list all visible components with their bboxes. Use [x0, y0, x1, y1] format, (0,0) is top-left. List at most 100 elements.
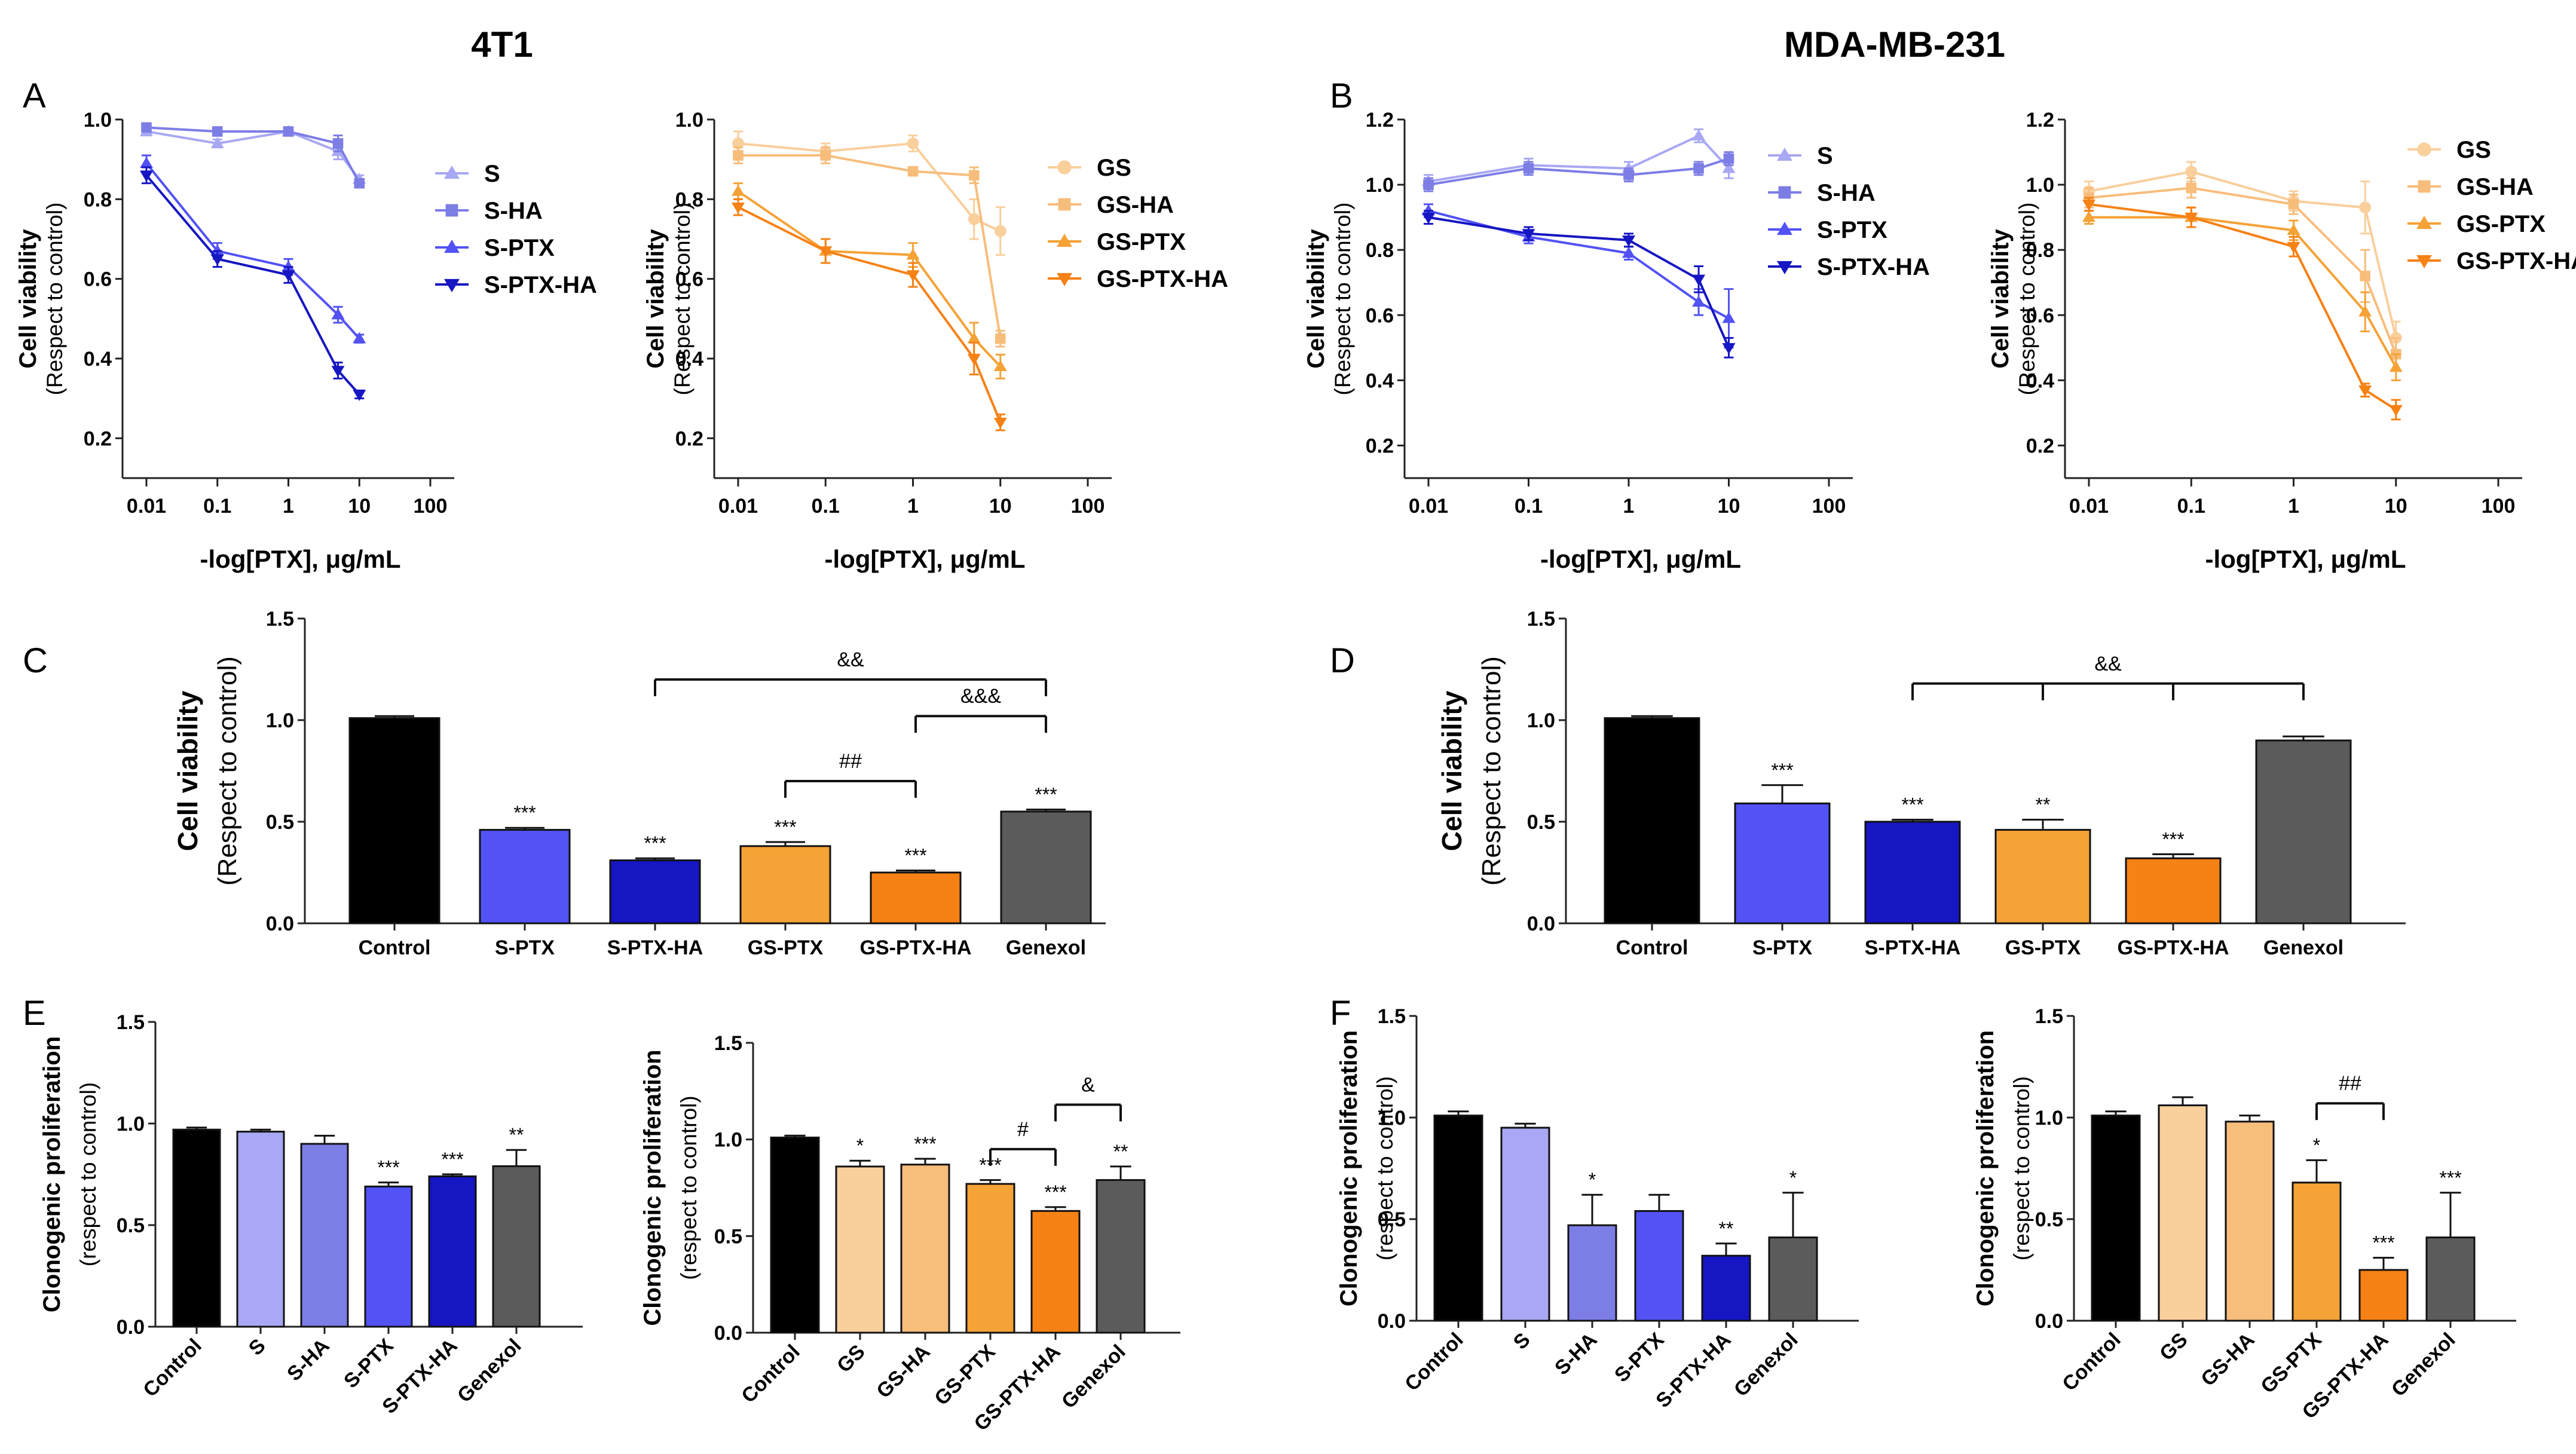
legend-label-gs-ptx: GS-PTX	[2456, 211, 2546, 237]
y-tick-label: 1.0	[714, 1129, 742, 1152]
bar-s-ptx	[1734, 802, 1831, 925]
x-tick-label: 0.01	[1409, 495, 1448, 518]
series-line-s-ptx	[145, 163, 360, 339]
legend-marker	[1777, 261, 1792, 274]
bracket-label: ##	[839, 750, 862, 773]
bar-control	[348, 717, 440, 925]
data-point-gs-ptx	[732, 185, 745, 196]
bar-gs-ptx-ha	[1030, 1210, 1081, 1334]
significance-label: ***	[2372, 1232, 2394, 1254]
data-point-gs-ptx-ha	[2287, 242, 2300, 253]
bracket-label: ##	[2339, 1072, 2361, 1095]
x-tick-label: Genexol	[453, 1334, 526, 1407]
x-tick-label: S-PTX-HA	[607, 936, 703, 959]
data-point-s-ptx	[140, 157, 153, 169]
legend-marker	[2418, 180, 2431, 193]
data-point-s-ptx-ha	[1422, 212, 1435, 224]
data-point-s-ptx-ha	[140, 170, 153, 182]
x-axis-title: -log[PTX], μg/mL	[2205, 545, 2406, 573]
bar-gs-ptx-ha	[2358, 1269, 2409, 1322]
data-point-s-ptx-ha	[1722, 343, 1736, 354]
bar-s-ptx-ha	[428, 1175, 477, 1328]
x-tick-label: GS-HA	[2196, 1329, 2259, 1391]
data-point-s-ptx-ha	[1622, 235, 1635, 247]
data-point-gs-ptx-ha	[2358, 385, 2372, 397]
data-point-gs-ptx	[2287, 224, 2300, 235]
data-point-gs-ptx	[993, 360, 1007, 372]
data-point-gs	[2359, 201, 2372, 214]
bar-control	[2091, 1115, 2141, 1322]
y-axis-subtitle: (respect to control)	[677, 1095, 701, 1279]
series-line-gs-ha	[2088, 186, 2397, 355]
y-tick-label: 1.5	[266, 608, 294, 630]
data-point-s	[1692, 129, 1706, 140]
bar-s-ptx-ha	[609, 859, 701, 925]
significance-label: **	[1113, 1141, 1128, 1162]
x-tick-label: S	[1509, 1329, 1535, 1354]
bracket-label: &	[1081, 1073, 1095, 1096]
series-line-s	[146, 130, 360, 180]
legend-label-s-ptx: S-PTX	[484, 235, 555, 261]
data-point-gs-ptx	[967, 332, 981, 344]
y-tick-label: 1.5	[117, 1011, 145, 1034]
x-tick-label: 10	[989, 495, 1012, 518]
x-tick-label: Control	[1400, 1329, 1467, 1395]
y-axis-subtitle: (Respect to control)	[42, 203, 67, 396]
y-axis-title: Cell viability	[643, 229, 669, 369]
bar-gs	[835, 1165, 885, 1334]
y-tick-label: 1.0	[2026, 174, 2054, 197]
legend-marker	[1778, 186, 1791, 199]
y-tick-label: 0.8	[1366, 239, 1394, 262]
significance-label: ***	[377, 1157, 399, 1178]
x-axis-title: -log[PTX], μg/mL	[1540, 545, 1741, 573]
x-tick-label: 0.1	[1515, 495, 1543, 518]
bar-gs-ptx-ha	[870, 871, 962, 925]
data-point-gs-ha	[733, 150, 744, 161]
y-axis-title: Cell viability	[1987, 229, 2014, 369]
significance-label: *	[2313, 1134, 2320, 1156]
y-tick-label: 0.2	[1366, 434, 1394, 457]
data-point-s-ha	[1693, 163, 1704, 174]
bar-gs-ptx	[965, 1183, 1015, 1334]
bar-genexol	[2425, 1236, 2476, 1322]
bar-s-ptx-ha	[1701, 1254, 1751, 1322]
panel-letter: E	[23, 994, 46, 1033]
legend-label-gs-ptx-ha: GS-PTX-HA	[2456, 248, 2576, 274]
x-tick-label: Genexol	[2263, 936, 2344, 959]
significance-label: **	[1719, 1218, 1734, 1239]
bar-gs	[2158, 1104, 2208, 1322]
x-tick-label: Genexol	[1006, 936, 1086, 959]
series-line-gs-ha	[738, 154, 1002, 339]
bar-genexol	[2255, 739, 2352, 925]
x-axis-title: -log[PTX], μg/mL	[200, 545, 401, 573]
legend-label-s-ha: S-HA	[1817, 180, 1876, 206]
bar-s-ptx-ha	[1864, 821, 1961, 925]
data-point-s-ptx-ha	[210, 254, 224, 266]
y-tick-label: 1.2	[2026, 109, 2054, 131]
bar-genexol	[1000, 810, 1092, 925]
y-tick-label: 0.5	[714, 1225, 742, 1248]
x-tick-label: 0.01	[127, 495, 166, 518]
x-tick-label: GS-PTX-HA	[2118, 936, 2229, 959]
significance-label: ***	[1771, 760, 1793, 781]
x-tick-label: 10	[1718, 495, 1740, 518]
y-tick-label: 1.0	[1378, 1107, 1406, 1129]
bar-gs-ptx	[739, 845, 831, 925]
bar-gs-ptx	[2292, 1181, 2342, 1322]
data-point-gs-ha	[2186, 182, 2197, 194]
bar-control	[1433, 1115, 1483, 1322]
y-tick-label: 0.0	[1378, 1310, 1406, 1333]
x-tick-label: GS	[833, 1340, 870, 1378]
data-point-gs-ptx-ha	[967, 354, 981, 365]
x-tick-label: Control	[1616, 936, 1688, 959]
x-tick-label: S-PTX	[1752, 936, 1812, 959]
data-point-gs-ha	[907, 166, 919, 177]
data-point-s-ptx-ha	[331, 366, 345, 377]
y-axis-subtitle: (respect to control)	[76, 1082, 100, 1266]
significance-label: ***	[1044, 1181, 1066, 1203]
y-tick-label: 0.6	[84, 268, 112, 291]
panel-letter: B	[1330, 76, 1353, 115]
legend-marker	[1057, 234, 1072, 247]
series-line-gs-ptx-ha	[738, 206, 1002, 423]
